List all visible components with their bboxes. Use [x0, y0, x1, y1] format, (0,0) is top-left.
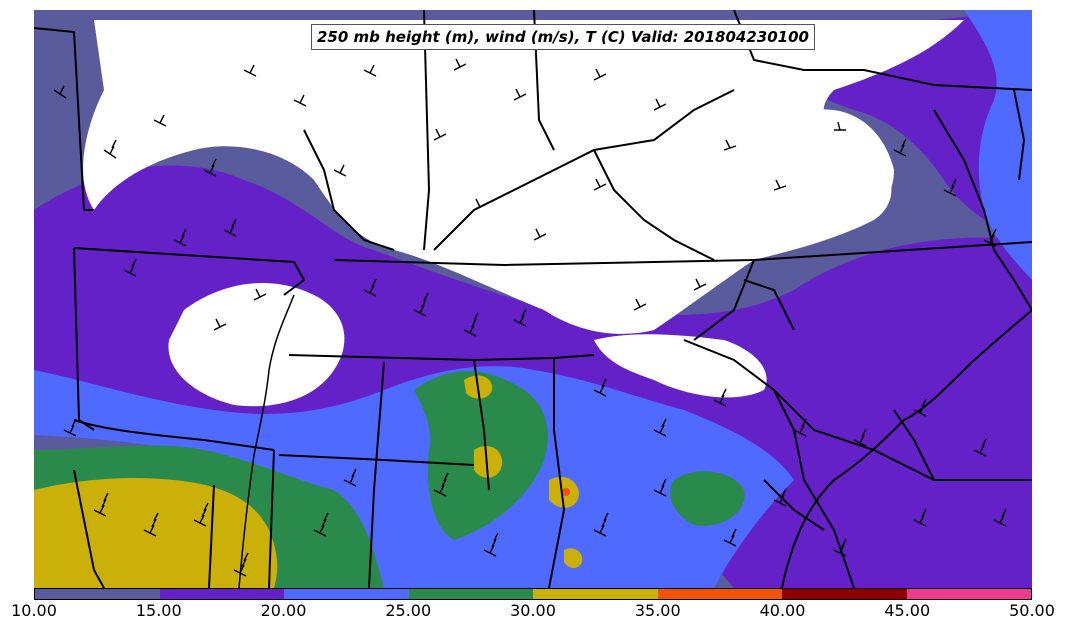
colorbar-segment-20-25	[284, 589, 409, 599]
colorbar-tick-label: 35.00	[634, 601, 681, 620]
coastline	[781, 309, 1032, 588]
colorbar-tick-label: 20.00	[260, 601, 307, 620]
calm-region-west	[168, 283, 345, 407]
colorbar-segment-25-30	[408, 589, 533, 599]
colorbar-segment-40-45	[782, 589, 907, 599]
calm-region-north	[83, 20, 965, 334]
colorbar-tick-label: 25.00	[385, 601, 432, 620]
wind-band-30-35-blob1	[474, 445, 503, 478]
colorbar-segment-10-15	[35, 589, 160, 599]
calm-region-east	[594, 334, 767, 398]
calm-region-ne	[809, 109, 894, 215]
colorbar-segment-35-40	[657, 589, 782, 599]
colorbar-tick-label: 15.00	[135, 601, 182, 620]
colorbar-tick-label: 40.00	[759, 601, 806, 620]
wind-band-30-35-blob4	[564, 548, 583, 568]
state-borders	[34, 10, 1032, 588]
colorbar-segment-30-35	[533, 589, 658, 599]
colorbar-tick-label: 30.00	[510, 601, 556, 620]
colorbar-tick-label: 50.00	[1009, 601, 1055, 620]
colorbar	[34, 588, 1032, 600]
map-title: 250 mb height (m), wind (m/s), T (C) Val…	[311, 24, 815, 50]
colorbar-segment-45-50	[906, 589, 1031, 599]
wind-band-30-35	[34, 478, 278, 588]
colorbar-tick-label: 10.00	[11, 601, 57, 620]
wind-band-35-40-spot	[562, 488, 570, 496]
mississippi-river	[238, 294, 295, 588]
wind-band-20-25-east	[964, 10, 1032, 280]
colorbar-tick-label: 45.00	[884, 601, 931, 620]
wind-band-20-25	[34, 366, 794, 588]
wind-barbs	[53, 58, 1007, 577]
wind-band-25-30-se	[670, 471, 745, 526]
colorbar-segment-15-20	[159, 589, 284, 599]
weather-map: 250 mb height (m), wind (m/s), T (C) Val…	[34, 10, 1032, 588]
